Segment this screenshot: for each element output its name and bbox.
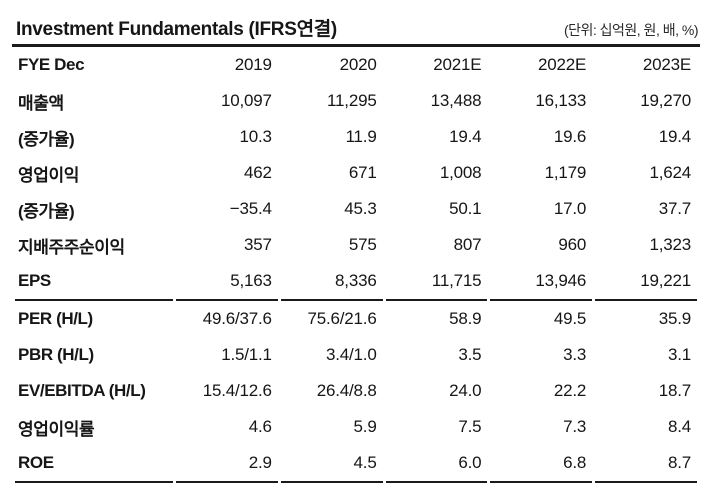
cell-value: 10,097 [221,91,272,110]
table-row: 영업이익 462 671 1,008 1,179 1,624 [15,155,697,191]
cell-value: 37.7 [658,199,691,218]
row-label: EV/EBITDA (H/L) [18,381,146,400]
row-label: PER (H/L) [18,309,93,328]
cell-value: 807 [453,235,482,254]
row-label: (증가율) [18,129,75,149]
cell-value: 26.4/8.8 [316,381,377,400]
table-row: ROE 2.9 4.5 6.0 6.8 8.7 [15,445,697,483]
cell-value: 11,295 [327,91,377,110]
cell-value: 357 [244,235,272,254]
table-row: EPS 5,163 8,336 11,715 13,946 19,221 [15,263,697,301]
row-label: 영업이익률 [18,419,95,439]
row-label: 지배주주순이익 [18,237,125,257]
cell-value: 49.5 [553,309,587,328]
cell-value: 19.4 [449,127,482,146]
fundamentals-table: FYE Dec 2019 2020 2021E 2022E 2023E 매출액 10,097… [12,47,700,483]
cell-value: 15.4/12.6 [202,381,272,400]
cell-value: 58.9 [449,309,482,328]
cell-value: 3.5 [458,345,482,364]
table-row: (증가율) 10.3 11.9 19.4 19.6 19.4 [15,119,697,155]
cell-value: 16,133 [535,91,587,110]
cell-value: 2.9 [176,445,278,483]
cell-value: 462 [244,163,272,182]
row-label: EPS [15,263,173,301]
column-header-row: FYE Dec 2019 2020 2021E 2022E 2023E [15,47,697,83]
row-label-header: FYE Dec [18,55,85,74]
year-column-header: 2020 [339,55,377,74]
cell-value: 19.4 [658,127,691,146]
row-label: ROE [15,445,173,483]
cell-value: 1,179 [544,163,587,182]
table-row: PBR (H/L) 1.5/1.1 3.4/1.0 3.5 3.3 3.1 [15,337,697,373]
cell-value: 10.3 [239,127,272,146]
cell-value: 8,336 [280,263,383,301]
cell-value: 1,323 [649,235,691,254]
cell-value: 13,946 [490,263,593,301]
cell-value: 8.4 [667,417,691,436]
cell-value: 13,488 [430,91,482,110]
cell-value: 575 [348,235,377,254]
cell-value: 11.9 [345,127,377,146]
table-row: PER (H/L) 49.6/37.6 75.6/21.6 58.9 49.5 35.9 [15,301,697,337]
cell-value: 1,008 [439,163,482,182]
row-label: (증가율) [18,201,75,221]
cell-value: 50.1 [449,199,482,218]
cell-value: 1.5/1.1 [221,345,272,364]
cell-value: 35.9 [658,309,691,328]
cell-value: 4.5 [280,445,383,483]
table-row: (증가율) −35.4 45.3 50.1 17.0 37.7 [15,191,697,227]
cell-value: 11,715 [385,263,488,301]
table-title: Investment Fundamentals (IFRS연결) [16,19,337,40]
cell-value: 8.7 [595,445,697,483]
cell-value: 5.9 [353,417,377,436]
row-label: PBR (H/L) [18,345,94,364]
cell-value: 4.6 [248,417,272,436]
table-header: Investment Fundamentals (IFRS연결) (단위: 십억… [12,8,700,47]
table-row: 지배주주순이익 357 575 807 960 1,323 [15,227,697,263]
cell-value: 75.6/21.6 [307,309,377,328]
cell-value: 7.5 [458,417,482,436]
table-row: 영업이익률 4.6 5.9 7.5 7.3 8.4 [15,409,697,445]
cell-value: 17.0 [553,199,587,218]
cell-value: 19,221 [595,263,697,301]
year-column-header: 2022E [538,55,587,74]
cell-value: 7.3 [563,417,587,436]
unit-note: (단위: 십억원, 원, 배, %) [563,22,699,38]
cell-value: 671 [348,163,377,182]
cell-value: 45.3 [344,199,377,218]
cell-value: 3.3 [563,345,587,364]
cell-value: 49.6/37.6 [202,309,272,328]
cell-value: 19,270 [640,91,691,110]
cell-value: 24.0 [449,381,482,400]
cell-value: 960 [558,235,587,254]
cell-value: 18.7 [658,381,691,400]
year-column-header: 2023E [642,55,691,74]
year-column-header: 2021E [433,55,482,74]
cell-value: 22.2 [553,381,587,400]
cell-value: 3.1 [667,345,691,364]
cell-value: 1,624 [649,163,691,182]
year-column-header: 2019 [234,55,272,74]
cell-value: 5,163 [176,263,278,301]
table-row: EV/EBITDA (H/L) 15.4/12.6 26.4/8.8 24.0 22.2… [15,373,697,409]
table-row: 매출액 10,097 11,295 13,488 16,133 19,270 [15,83,697,119]
cell-value: 6.0 [385,445,488,483]
cell-value: 3.4/1.0 [326,345,377,364]
cell-value: −35.4 [229,199,272,218]
cell-value: 6.8 [490,445,593,483]
cell-value: 19.6 [553,127,587,146]
row-label: 매출액 [18,93,64,113]
row-label: 영업이익 [18,165,79,185]
